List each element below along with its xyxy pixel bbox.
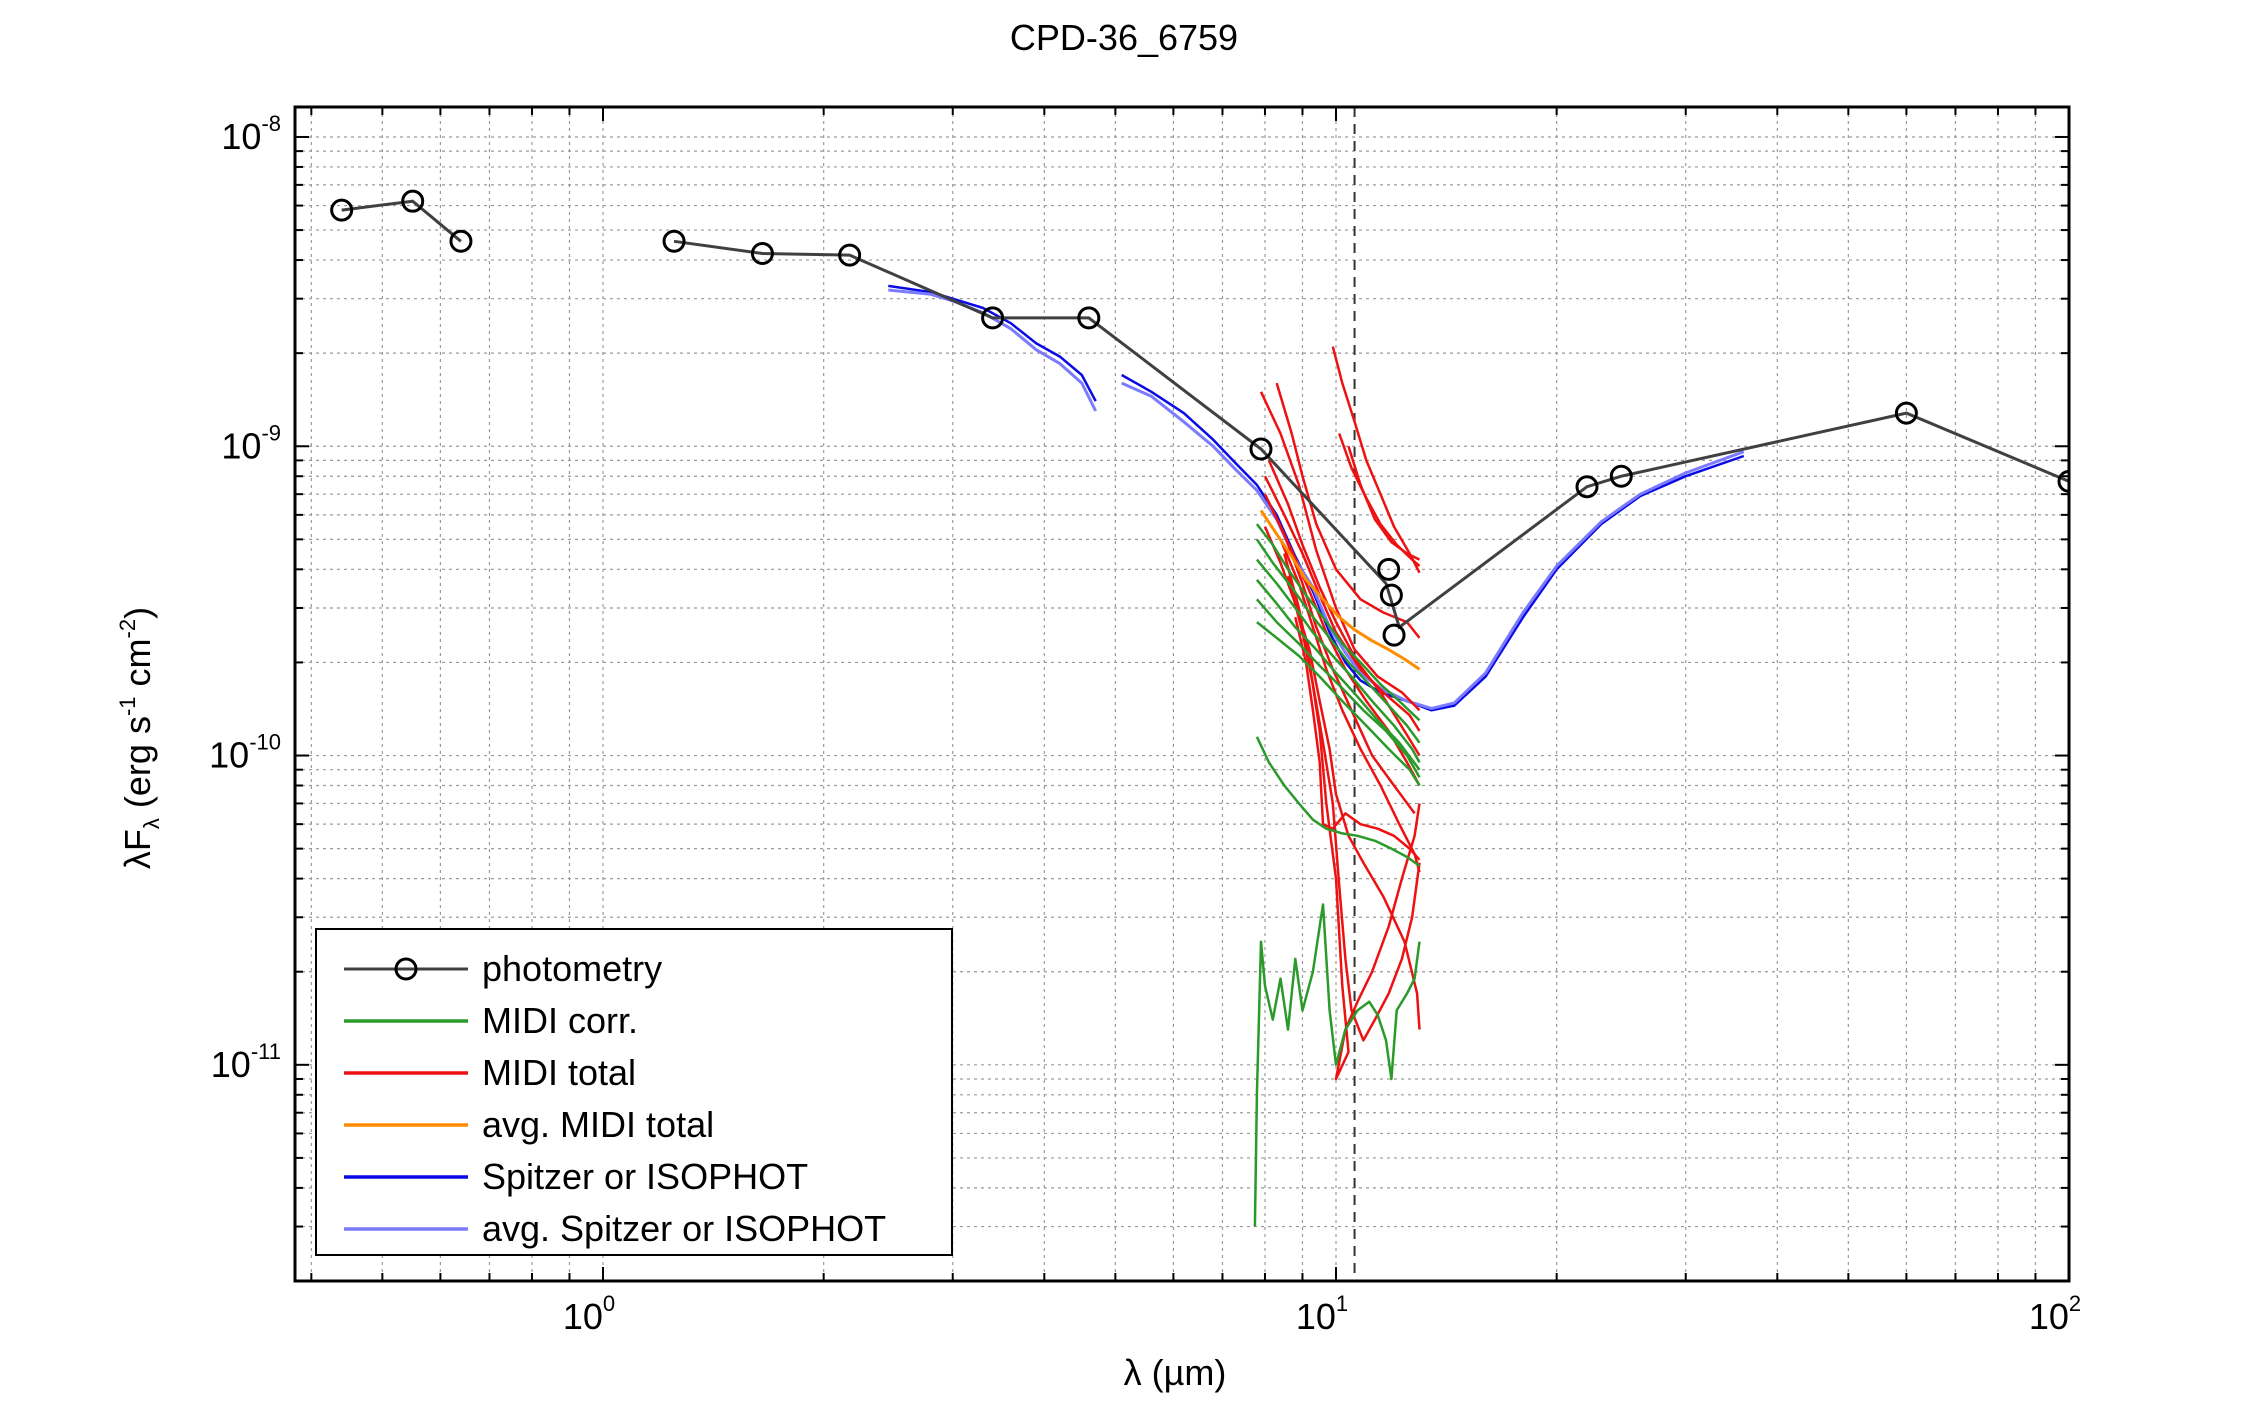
x-ticks	[310, 107, 2037, 1281]
y-label-sub: λ	[139, 818, 164, 829]
x-tick-labels: 100 101 102	[563, 1291, 2081, 1337]
legend: photometry MIDI corr. MIDI total avg. MIDI …	[315, 928, 953, 1256]
spectrum-line	[1294, 616, 1421, 861]
y-tick-exp: -9	[261, 420, 281, 445]
legend-label: MIDI total	[482, 1052, 636, 1093]
y-tick-base: 10	[221, 116, 261, 157]
y-tick-label: 10-8	[221, 111, 281, 157]
spectrum-line	[1255, 598, 1421, 779]
y-tick-label: 10-11	[211, 1039, 281, 1085]
series-layer	[330, 189, 2069, 1227]
photometry-point	[1382, 623, 1406, 647]
spectrum-line	[888, 288, 1098, 412]
spectrum-line	[1347, 445, 1421, 561]
plot-frame	[293, 105, 2071, 1283]
legend-marker	[394, 957, 418, 981]
y-label-units-mid: cm	[117, 638, 158, 696]
spectrum-line	[1338, 433, 1421, 567]
x-tick-exp: 2	[2069, 1291, 2081, 1316]
spectrum-line	[1255, 538, 1421, 744]
legend-box	[315, 928, 953, 1256]
spectrum-line	[1267, 459, 1421, 757]
y-label-exp2: -2	[115, 619, 140, 639]
spectrum-line	[888, 284, 1097, 402]
y-tick-label: 10-9	[221, 420, 281, 466]
photometry-point	[330, 198, 354, 222]
y-tick-label: 10-10	[209, 730, 281, 776]
spectrum-line	[1259, 509, 1421, 671]
x-axis-label: λ (µm)	[1124, 1352, 1227, 1393]
y-label-units-post: )	[117, 607, 158, 619]
spectrum-line	[1255, 736, 1421, 867]
photometry-point	[449, 229, 473, 253]
y-tick-base: 10	[211, 1044, 251, 1085]
spectrum-line	[1275, 382, 1421, 639]
photometry-point	[1894, 401, 1918, 425]
photometry-point	[981, 306, 1005, 330]
spectrum-line	[1263, 526, 1421, 1030]
legend-label: photometry	[482, 948, 662, 989]
spectrum-line	[1255, 579, 1421, 771]
photometry-point	[1377, 557, 1401, 581]
grid-lines	[295, 107, 2069, 1281]
y-axis-label: λFλ (erg s-1 cm-2)	[115, 607, 164, 869]
spectrum-line	[1255, 523, 1421, 722]
x-tick-base: 10	[563, 1296, 603, 1337]
y-tick-exp: -11	[251, 1039, 281, 1064]
series-spitzer-or-isophot	[888, 284, 1745, 712]
spectrum-line	[1256, 621, 1421, 787]
spectrum-line	[1331, 346, 1421, 574]
y-tick-base: 10	[221, 425, 261, 466]
x-tick-exp: 0	[603, 1291, 615, 1316]
spectrum-line	[1253, 903, 1421, 1227]
y-ticks	[295, 135, 2069, 1228]
x-tick-base: 10	[2029, 1296, 2069, 1337]
photometry-point	[750, 241, 774, 265]
x-tick-exp: 1	[1336, 1291, 1348, 1316]
legend-label: avg. Spitzer or ISOPHOT	[482, 1208, 886, 1249]
spectrum-line	[1263, 475, 1421, 732]
series-avg-midi-total	[1259, 509, 1421, 671]
legend-label: avg. MIDI total	[482, 1104, 714, 1145]
x-tick-label: 100	[563, 1291, 615, 1337]
spectrum-line	[1283, 553, 1421, 1081]
photometry-point	[401, 189, 425, 213]
series-midi-corr-	[1253, 523, 1421, 1227]
photometry-line	[341, 199, 462, 243]
x-tick-label: 101	[1296, 1291, 1348, 1337]
series-photometry	[330, 189, 2069, 647]
series-avg-spitzer-or-isophot	[888, 288, 1745, 710]
y-label-base: λF	[117, 829, 158, 869]
photometry-point	[838, 243, 862, 267]
spectrum-line	[1121, 381, 1745, 710]
y-tick-exp: -10	[249, 730, 281, 755]
photometry-point	[662, 229, 686, 253]
photometry-point	[1575, 475, 1599, 499]
legend-label: Spitzer or ISOPHOT	[482, 1156, 808, 1197]
chart-title: CPD-36_6759	[1010, 17, 1238, 58]
photometry-point	[1379, 583, 1403, 607]
photometry-point	[1077, 306, 1101, 330]
legend-label: MIDI corr.	[482, 1000, 638, 1041]
x-tick-label: 102	[2029, 1291, 2081, 1337]
y-label-units-pre: (erg s	[117, 716, 158, 818]
spectrum-line	[1259, 391, 1421, 712]
spectrum-line	[1121, 373, 1745, 712]
y-tick-exp: -8	[261, 111, 281, 136]
photometry-line	[673, 239, 2069, 630]
y-tick-base: 10	[209, 735, 249, 776]
y-label-exp1: -1	[115, 696, 140, 716]
photometry-point	[1249, 437, 1273, 461]
photometry-point	[1609, 464, 1633, 488]
photometry-point	[2057, 469, 2069, 493]
spectrum-line	[1255, 558, 1421, 764]
x-tick-base: 10	[1296, 1296, 1336, 1337]
